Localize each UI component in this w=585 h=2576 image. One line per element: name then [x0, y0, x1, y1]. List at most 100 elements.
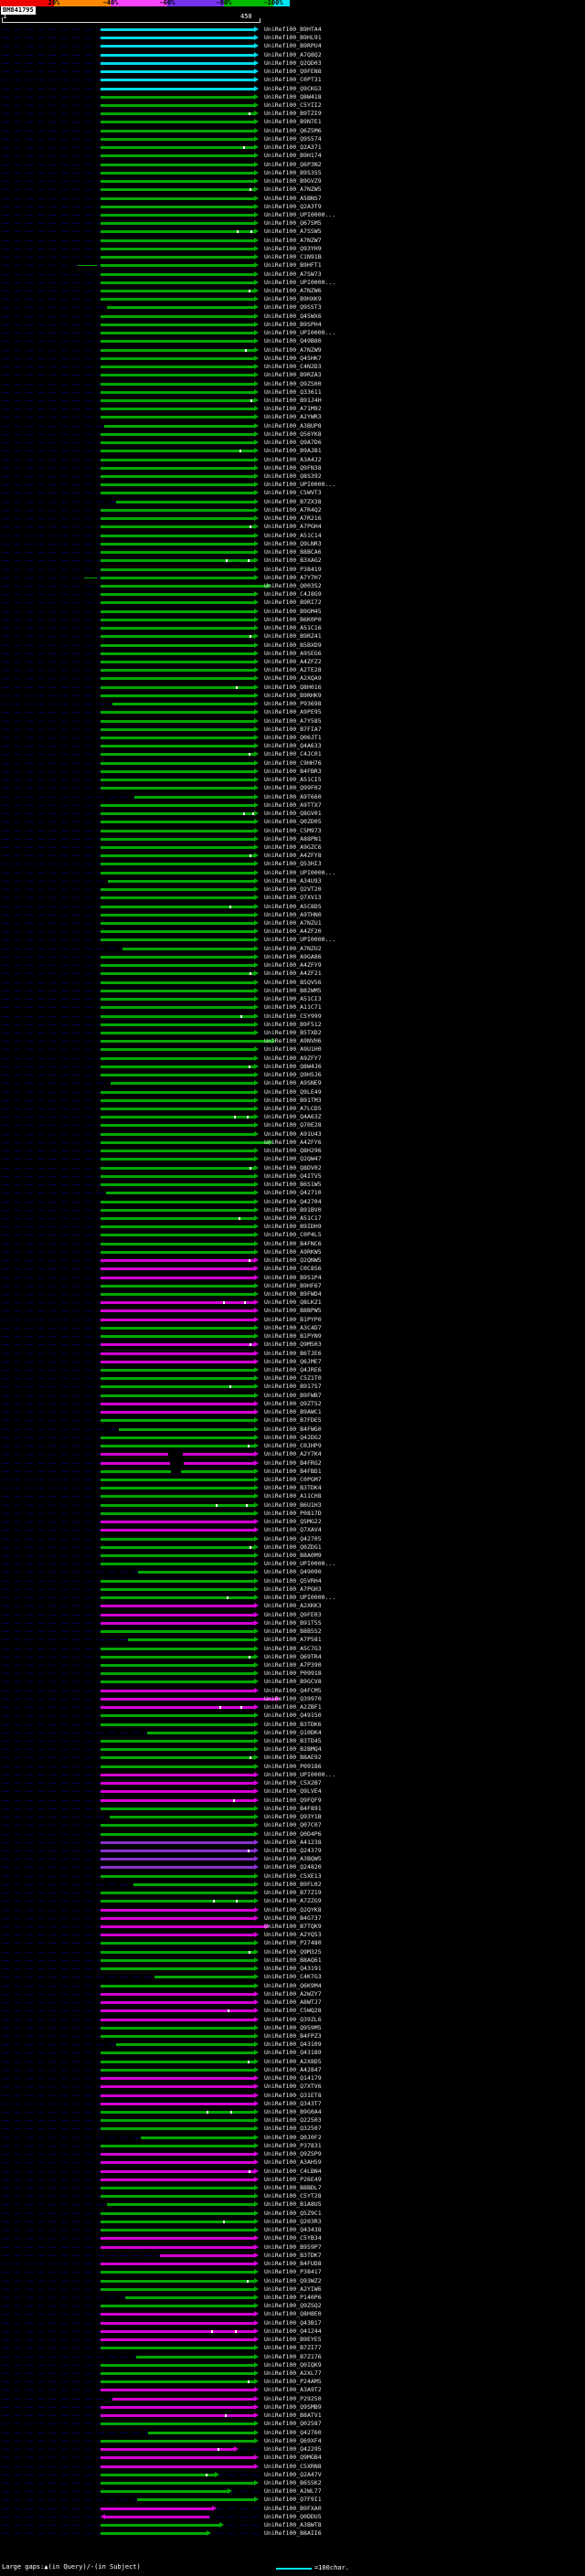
- hsp-arrow-icon[interactable]: [254, 549, 259, 556]
- hsp-bar[interactable]: [104, 2515, 209, 2518]
- hsp-bar[interactable]: [101, 1377, 255, 1381]
- hsp-bar[interactable]: [101, 79, 255, 82]
- hsp-bar[interactable]: [101, 137, 255, 141]
- hsp-bar[interactable]: [101, 601, 255, 605]
- hsp-arrow-icon[interactable]: [254, 2151, 259, 2157]
- hsp-bar[interactable]: [101, 87, 255, 90]
- hsp-arrow-icon[interactable]: [254, 928, 259, 935]
- hsp-arrow-icon[interactable]: [254, 1653, 259, 1659]
- hsp-arrow-icon[interactable]: [254, 2361, 259, 2368]
- hsp-bar[interactable]: [101, 2363, 255, 2367]
- hsp-bar[interactable]: [101, 1992, 255, 1996]
- hsp-arrow-icon[interactable]: [254, 1274, 259, 1280]
- hsp-arrow-icon[interactable]: [254, 1375, 259, 1382]
- hsp-arrow-icon[interactable]: [254, 69, 259, 75]
- hsp-arrow-icon[interactable]: [254, 1130, 259, 1137]
- hsp-bar[interactable]: [101, 1124, 255, 1128]
- hsp-arrow-icon[interactable]: [254, 2277, 259, 2284]
- hsp-arrow-icon[interactable]: [254, 524, 259, 530]
- hsp-bar[interactable]: [101, 593, 255, 597]
- hsp-arrow-icon[interactable]: [254, 1948, 259, 1955]
- hsp-bar[interactable]: [101, 1748, 255, 1752]
- hsp-bar[interactable]: [101, 1579, 255, 1583]
- hsp-bar[interactable]: [101, 239, 255, 242]
- hsp-arrow-icon[interactable]: [276, 1695, 281, 1701]
- hsp-arrow-icon[interactable]: [254, 1661, 259, 1668]
- hsp-arrow-icon[interactable]: [254, 127, 259, 133]
- hsp-bar[interactable]: [101, 1074, 255, 1077]
- hsp-arrow-icon[interactable]: [254, 1308, 259, 1314]
- hsp-arrow-icon[interactable]: [254, 1856, 259, 1862]
- hsp-bar[interactable]: [141, 2136, 255, 2139]
- hsp-bar[interactable]: [101, 366, 255, 369]
- hsp-bar[interactable]: [101, 779, 255, 782]
- hsp-bar[interactable]: [128, 1638, 255, 1642]
- hsp-bar[interactable]: [101, 290, 255, 293]
- hsp-bar[interactable]: [101, 1200, 255, 1203]
- hsp-arrow-icon[interactable]: [254, 1670, 259, 1677]
- hsp-bar[interactable]: [101, 129, 255, 133]
- hsp-bar[interactable]: [101, 1301, 255, 1305]
- hsp-bar[interactable]: [101, 711, 255, 715]
- hsp-arrow-icon[interactable]: [254, 1712, 259, 1719]
- hsp-bar[interactable]: [101, 559, 255, 563]
- hsp-arrow-icon[interactable]: [254, 448, 259, 454]
- hsp-bar[interactable]: [101, 551, 255, 555]
- hsp-bar[interactable]: [101, 1352, 255, 1355]
- hsp-arrow-icon[interactable]: [254, 1898, 259, 1904]
- hsp-bar[interactable]: [101, 1790, 255, 1794]
- hsp-bar[interactable]: [101, 998, 255, 1002]
- hsp-arrow-icon[interactable]: [254, 2496, 259, 2503]
- hsp-bar[interactable]: [101, 2077, 255, 2081]
- hsp-arrow-icon[interactable]: [254, 599, 259, 606]
- hsp-arrow-icon[interactable]: [254, 1687, 259, 1693]
- hsp-bar[interactable]: [101, 53, 255, 57]
- hsp-bar[interactable]: [101, 1605, 255, 1608]
- hsp-arrow-icon[interactable]: [254, 2008, 259, 2014]
- hsp-arrow-icon[interactable]: [254, 2387, 259, 2393]
- hsp-arrow-icon[interactable]: [254, 288, 259, 294]
- hsp-arrow-icon[interactable]: [254, 35, 259, 41]
- hsp-arrow-icon[interactable]: [254, 1595, 259, 1601]
- hsp-arrow-icon[interactable]: [254, 1932, 259, 1938]
- hsp-bar[interactable]: [101, 374, 255, 377]
- hsp-arrow-icon[interactable]: [254, 1172, 259, 1179]
- hsp-arrow-icon[interactable]: [254, 1501, 259, 1508]
- hsp-arrow-icon[interactable]: [254, 2463, 259, 2469]
- hsp-bar[interactable]: [101, 1689, 255, 1692]
- hsp-arrow-icon[interactable]: [254, 684, 259, 690]
- hsp-bar[interactable]: [101, 70, 255, 74]
- hsp-bar[interactable]: [101, 1647, 255, 1650]
- hsp-bar[interactable]: [101, 1234, 255, 1237]
- hsp-arrow-icon[interactable]: [254, 1611, 259, 1617]
- hsp-bar[interactable]: [101, 432, 255, 436]
- hsp-bar[interactable]: [101, 2220, 255, 2223]
- hsp-bar[interactable]: [101, 483, 255, 487]
- hsp-arrow-icon[interactable]: [254, 2353, 259, 2359]
- hsp-arrow-icon[interactable]: [254, 388, 259, 395]
- hsp-bar[interactable]: [101, 2271, 255, 2274]
- hsp-bar[interactable]: [101, 2018, 255, 2021]
- hsp-bar[interactable]: [101, 913, 255, 917]
- hsp-bar[interactable]: [101, 1259, 255, 1263]
- hsp-arrow-icon[interactable]: [254, 1830, 259, 1837]
- hsp-arrow-icon[interactable]: [254, 1890, 259, 1896]
- hsp-bar[interactable]: [101, 1740, 255, 1744]
- hsp-arrow-icon[interactable]: [254, 1164, 259, 1171]
- hsp-bar[interactable]: [101, 348, 255, 352]
- hsp-arrow-icon[interactable]: [254, 2185, 259, 2191]
- hsp-bar[interactable]: [101, 1934, 255, 1937]
- hsp-arrow-icon[interactable]: [254, 2066, 259, 2072]
- hsp-bar[interactable]: [154, 1976, 255, 1979]
- hsp-arrow-icon[interactable]: [254, 59, 259, 66]
- hsp-bar[interactable]: [101, 2321, 255, 2325]
- hsp-bar[interactable]: [101, 534, 255, 537]
- hsp-bar[interactable]: [101, 1276, 255, 1279]
- hsp-arrow-icon[interactable]: [254, 1072, 259, 1078]
- hsp-arrow-icon[interactable]: [254, 1553, 259, 1559]
- hsp-bar[interactable]: [101, 340, 255, 344]
- hsp-bar[interactable]: [101, 2161, 255, 2165]
- hsp-arrow-icon[interactable]: [254, 886, 259, 893]
- hsp-arrow-icon[interactable]: [254, 1847, 259, 1853]
- hsp-arrow-icon[interactable]: [254, 2092, 259, 2098]
